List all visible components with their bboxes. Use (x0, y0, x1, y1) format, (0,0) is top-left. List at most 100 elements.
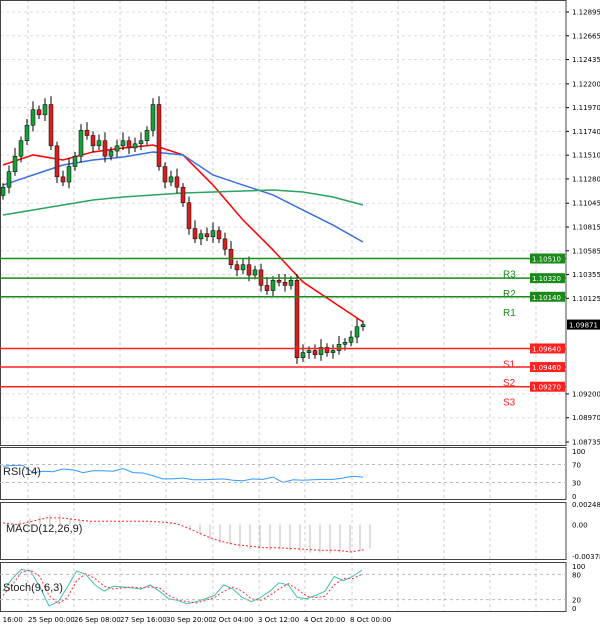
candle-bearish (90, 135, 96, 147)
price-tick-label: 1.08735 (572, 439, 600, 447)
candle-bullish (30, 109, 36, 126)
stoch-main-line (2, 568, 363, 607)
price-tick-label: 1.12895 (572, 9, 600, 17)
candle-bearish (60, 176, 66, 183)
candle-bearish (162, 166, 168, 183)
candle-bullish (18, 140, 24, 157)
time-label: 30 Sep 20:00 (166, 616, 213, 624)
candle-bullish (330, 350, 336, 353)
time-label: 25 Sep 00:00 (28, 616, 75, 624)
macd-tick-label: 0.00 (572, 522, 588, 530)
candle-bearish (222, 238, 228, 250)
rsi-tick-label: 70 (572, 462, 581, 470)
candle-bearish (312, 350, 318, 355)
candle-bearish (84, 130, 90, 136)
level-price-badge (530, 253, 565, 264)
candle-bearish (102, 140, 108, 157)
price-tick-label: 1.11280 (572, 175, 600, 183)
candle-bullish (306, 350, 312, 353)
stoch-tick-label: 0 (572, 605, 576, 613)
candle-bearish (228, 248, 234, 265)
candle-bullish (120, 140, 126, 147)
price-tick-label: 1.11970 (572, 104, 600, 112)
macd-signal-line (2, 517, 366, 553)
candle-bullish (210, 230, 216, 238)
candle-bullish (144, 130, 150, 141)
price-tick-label: 1.08970 (572, 414, 600, 422)
candle-bullish (150, 104, 156, 131)
rsi-tick-label: 30 (572, 480, 581, 488)
stoch-signal-line (2, 569, 363, 605)
panel-frame (0, 0, 567, 446)
stoch-tick-label: 80 (572, 571, 581, 579)
price-tick-label: 1.12435 (572, 56, 600, 64)
level-price-badge (530, 362, 565, 373)
level-price: 1.10140 (532, 294, 561, 302)
stoch-tick-label: 100 (572, 563, 585, 571)
level-price: 1.09460 (532, 364, 561, 372)
candle-bearish (204, 233, 210, 238)
candle-bearish (156, 104, 162, 167)
candle-bullish (66, 166, 72, 183)
time-label: 3 Oct 12:00 (258, 616, 299, 624)
level-label-S1: S1 (503, 359, 516, 370)
level-price: 1.09640 (532, 345, 561, 353)
candle-bullish (270, 279, 276, 291)
price-tick-label: 1.09200 (572, 390, 600, 398)
candle-bullish (6, 171, 12, 188)
time-label: 2 Oct 04:00 (212, 616, 253, 624)
candle-bullish (240, 264, 246, 271)
time-label: p 16:00 (0, 616, 23, 624)
candle-bullish (0, 186, 6, 196)
level-price-badge (530, 291, 565, 302)
price-tick-label: 1.12200 (572, 80, 600, 88)
price-tick-label: 1.12665 (572, 32, 600, 40)
candle-bearish (54, 145, 60, 178)
candle-bearish (192, 228, 198, 240)
level-price: 1.10320 (532, 275, 561, 283)
level-price-badge (530, 343, 565, 354)
current-price: 1.09871 (569, 322, 598, 330)
level-price: 1.09270 (532, 384, 561, 392)
price-tick-label: 1.10585 (572, 247, 600, 255)
price-tick-label: 1.10355 (572, 271, 600, 279)
candle-bullish (288, 279, 294, 286)
level-price-badge (530, 381, 565, 392)
panel-frame (0, 562, 567, 612)
candle-bullish (138, 140, 144, 145)
candle-bullish (42, 104, 48, 116)
candle-bearish (246, 264, 252, 276)
macd-tick-label: 0.00248 (572, 501, 600, 509)
candle-bullish (198, 233, 204, 240)
candle-bullish (96, 140, 102, 147)
price-tick-label: 1.10125 (572, 295, 600, 303)
level-label-R3: R3 (503, 270, 516, 281)
candle-bullish (300, 352, 306, 359)
candle-bullish (12, 155, 18, 172)
level-price-badge (530, 273, 565, 284)
candle-bearish (126, 140, 132, 149)
candle-bullish (72, 155, 78, 167)
candle-bullish (318, 347, 324, 355)
candle-bullish (252, 269, 258, 276)
candle-bearish (324, 347, 330, 353)
candle-bearish (48, 104, 54, 147)
candle-bearish (186, 202, 192, 229)
rsi-title: RSI(14) (3, 466, 41, 478)
candle-bearish (216, 230, 222, 240)
candle-bullish (354, 326, 360, 338)
macd-title: MACD(12,26,9) (6, 523, 82, 535)
candle-bearish (264, 285, 270, 291)
price-tick-label: 1.11510 (572, 152, 600, 160)
price-tick-label: 1.10815 (572, 224, 600, 232)
level-label-R2: R2 (503, 289, 516, 300)
rsi-tick-label: 0 (572, 493, 576, 501)
time-label: 27 Sep 16:00 (120, 616, 167, 624)
price-tick-label: 1.11740 (572, 128, 600, 136)
candle-bullish (114, 145, 120, 152)
panel-frame (0, 447, 567, 500)
candle-bearish (294, 279, 300, 359)
candle-bullish (360, 324, 366, 327)
